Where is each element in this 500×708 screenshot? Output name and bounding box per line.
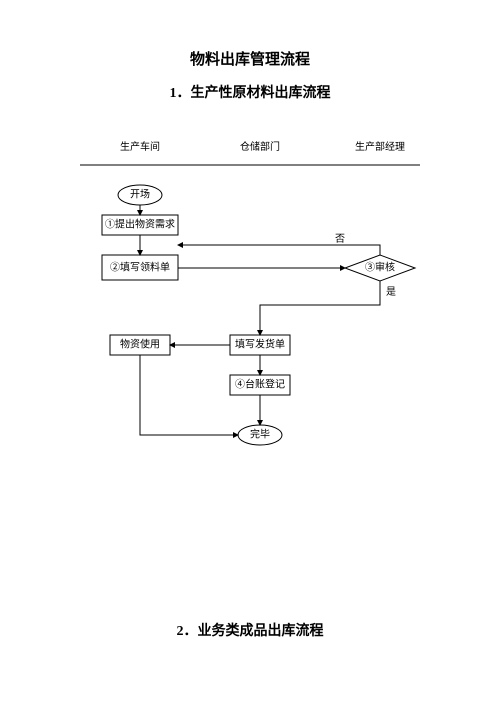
node-requisition-label: ②填写领料单 — [110, 260, 170, 273]
edge-use-end — [140, 355, 238, 435]
edge-n3-no — [178, 245, 380, 255]
node-ledger-label: ④台账登记 — [235, 377, 285, 390]
node-use-label: 物资使用 — [120, 337, 160, 350]
col-header-manager: 生产部经理 — [355, 140, 405, 153]
node-delivery-note-label: 填写发货单 — [235, 337, 285, 350]
node-demand-label: ①提出物资需求 — [105, 217, 175, 230]
col-header-warehouse: 仓储部门 — [240, 140, 280, 153]
col-header-workshop: 生产车间 — [120, 140, 160, 153]
page-title: 物料出库管理流程 — [0, 48, 500, 69]
node-end-label: 完毕 — [250, 427, 270, 440]
flowchart-section-1: 生产车间 仓储部门 生产部经理 开场 ①提出物资需求 ②填写领料单 ③审核 填写… — [80, 140, 420, 520]
edge-n3-yes — [260, 281, 380, 335]
node-audit-label: ③审核 — [365, 260, 395, 273]
section-1-title: 1．生产性原材料出库流程 — [0, 82, 500, 102]
branch-no-label: 否 — [335, 233, 345, 245]
node-start-label: 开场 — [130, 187, 150, 200]
section-2-title: 2．业务类成品出库流程 — [0, 620, 500, 640]
branch-yes-label: 是 — [386, 286, 396, 298]
